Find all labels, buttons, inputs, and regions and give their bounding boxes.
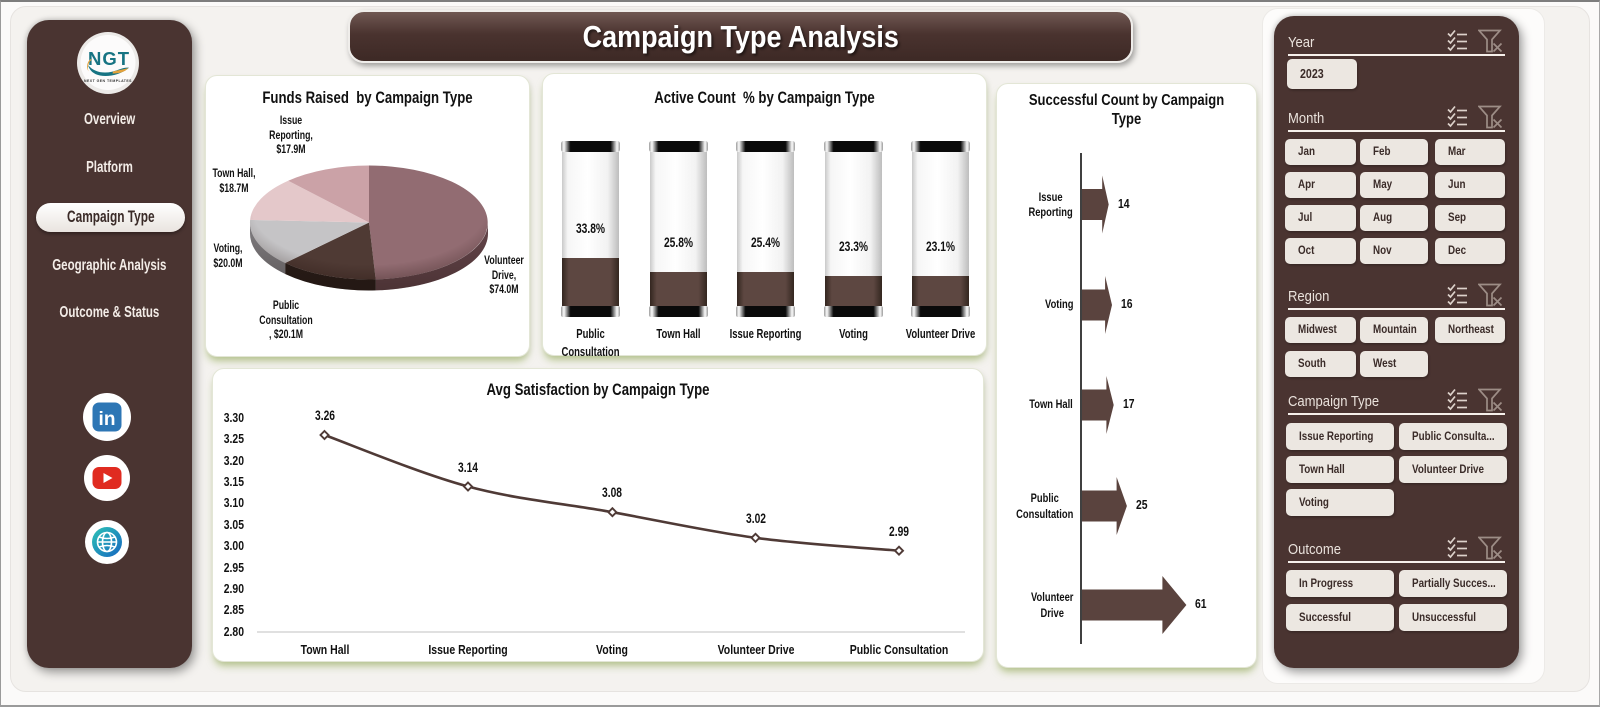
svg-text:in: in <box>99 409 116 430</box>
svg-text:NGT: NGT <box>88 48 130 69</box>
svg-text:NEXT GEN TEMPLATES: NEXT GEN TEMPLATES <box>84 79 132 83</box>
